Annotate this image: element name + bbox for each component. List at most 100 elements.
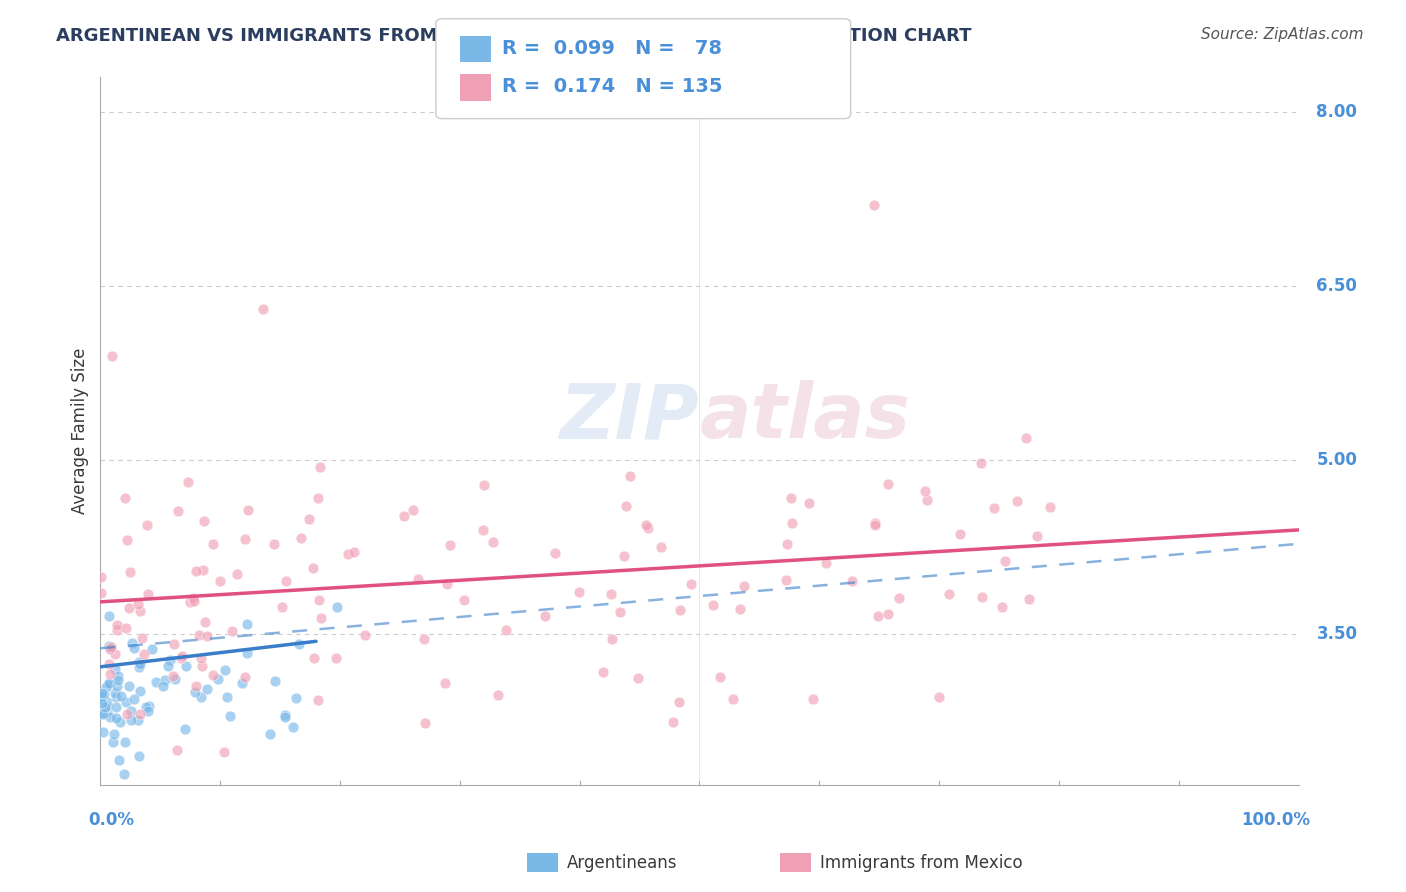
Point [609,605,631,619]
Point [112,766,135,780]
Point [104,685,127,699]
Point [233,670,256,684]
Point [145,674,167,689]
Point [406,572,429,586]
Text: 6.50: 6.50 [1316,277,1357,295]
Point [263,537,285,551]
Point [915,493,938,508]
Point [195,629,218,643]
Point [235,532,257,546]
Point [118,601,141,615]
Point [877,477,900,491]
Point [326,600,349,615]
Point [174,658,197,673]
Point [172,649,194,664]
Point [128,655,150,669]
Point [592,665,614,679]
Point [208,574,231,589]
Point [104,711,127,725]
Text: Argentineans: Argentineans [567,854,678,871]
Point [288,637,311,651]
Point [110,689,132,703]
Point [219,709,242,723]
Point [1026,529,1049,543]
Point [193,514,215,528]
Point [721,692,744,706]
Point [236,646,259,660]
Point [128,749,150,764]
Point [156,658,179,673]
Point [167,504,190,518]
Point [135,699,157,714]
Point [127,597,149,611]
Point [1015,431,1038,445]
Point [307,491,329,505]
Point [290,531,312,545]
Point [928,690,950,704]
Point [141,641,163,656]
Point [544,546,567,560]
Point [392,508,415,523]
Point [814,556,837,570]
Point [152,679,174,693]
Point [104,690,127,704]
Point [115,695,138,709]
Point [259,727,281,741]
Point [775,536,797,550]
Point [413,715,436,730]
Point [159,653,181,667]
Point [214,664,236,678]
Point [114,491,136,505]
Point [298,512,321,526]
Point [202,537,225,551]
Point [866,608,889,623]
Point [107,669,129,683]
Point [534,609,557,624]
Point [780,516,803,531]
Text: ARGENTINEAN VS IMMIGRANTS FROM MEXICO AVERAGE FAMILY SIZE CORRELATION CHART: ARGENTINEAN VS IMMIGRANTS FROM MEXICO AV… [56,27,972,45]
Point [401,503,423,517]
Point [108,715,131,730]
Point [170,651,193,665]
Point [276,574,298,588]
Point [613,549,636,563]
Point [343,545,366,559]
Point [281,721,304,735]
Point [730,602,752,616]
Point [153,673,176,687]
Point [914,484,936,499]
Point [98,666,121,681]
Point [101,734,124,748]
Point [311,611,333,625]
Point [162,668,184,682]
Point [600,632,623,646]
Point [108,753,131,767]
Point [90,691,112,706]
Point [472,478,495,492]
Point [186,680,208,694]
Point [101,349,124,363]
Point [284,691,307,706]
Point [190,650,212,665]
Point [90,686,112,700]
Point [90,569,112,583]
Point [252,302,274,317]
Point [614,499,637,513]
Text: Immigrants from Mexico: Immigrants from Mexico [820,854,1022,871]
Text: 0.0%: 0.0% [89,811,135,829]
Point [841,574,863,588]
Point [190,658,212,673]
Text: ZIP: ZIP [560,380,699,454]
Point [799,496,821,510]
Text: atlas: atlas [699,380,911,454]
Text: Source: ZipAtlas.com: Source: ZipAtlas.com [1201,27,1364,42]
Point [876,607,898,621]
Point [619,469,641,483]
Point [93,687,115,701]
Y-axis label: Average Family Size: Average Family Size [72,348,89,515]
Point [938,587,960,601]
Point [115,621,138,635]
Point [231,675,253,690]
Point [165,672,187,686]
Point [96,698,118,713]
